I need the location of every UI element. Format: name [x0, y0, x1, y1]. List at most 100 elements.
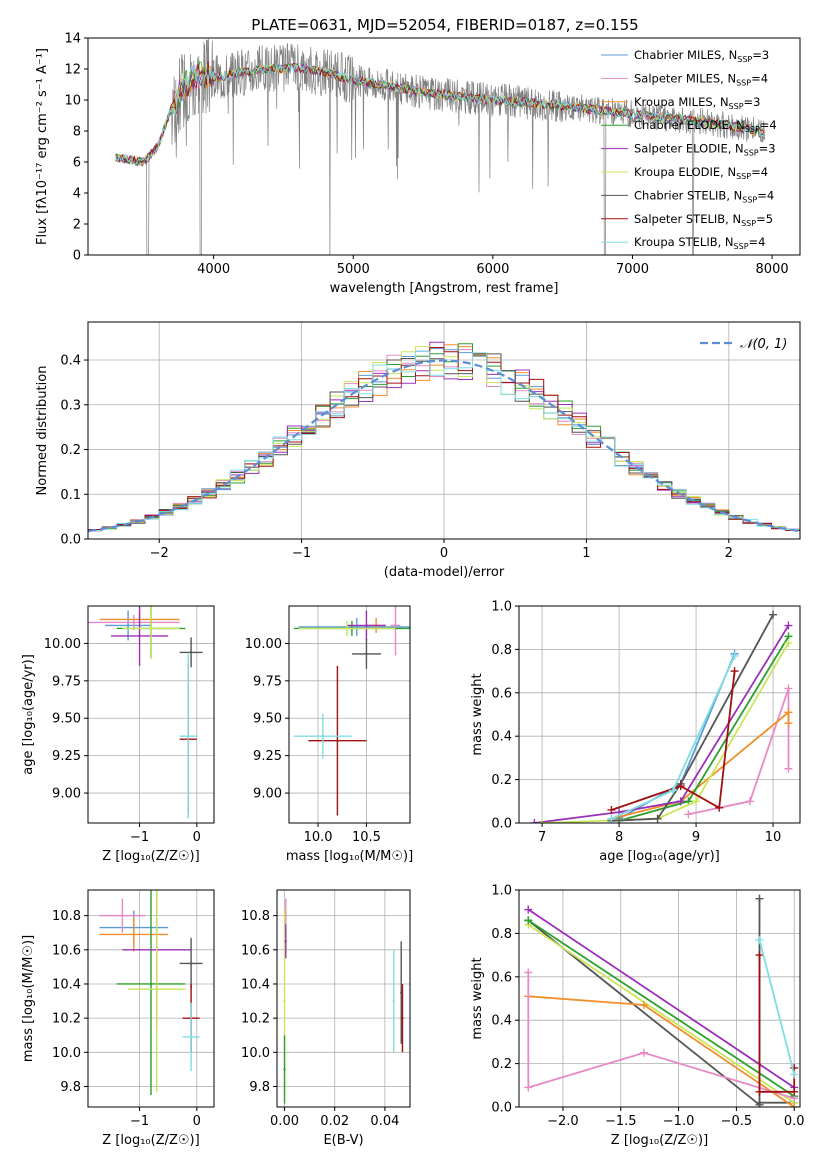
series-marker: [538, 819, 547, 823]
y-axis-label: Normed distribution: [35, 366, 50, 496]
data-point: [392, 999, 395, 1003]
age_vs_Z-frame: [87, 605, 215, 824]
mass_vs_Z-axes: −1 0 9.8 10.0 10.2 10.4 10.6 10.8 Z [log₁₀(Z/Z☉)…: [21, 890, 214, 1148]
series-line-salpeter_miles: [527, 972, 795, 1100]
series-marker: [607, 814, 616, 823]
legend-entry: Salpeter MILES, NSSP=4: [634, 71, 768, 87]
y-tick-label: 10.0: [52, 1046, 81, 1061]
x-tick-label: −1: [130, 1114, 149, 1129]
y-tick-label: 9.50: [52, 712, 81, 727]
series-marker: [790, 1070, 799, 1079]
data-point: [189, 1035, 193, 1039]
series-marker: [784, 708, 793, 717]
y-tick-label: 9.75: [253, 674, 282, 689]
legend-entry: Salpeter ELODIE, NSSP=3: [634, 142, 776, 158]
y-tick-label: 8: [73, 125, 81, 140]
series-line-chabrier_stelib: [611, 614, 774, 822]
y-tick-label: 10.6: [241, 943, 270, 958]
data-point: [394, 624, 397, 627]
x-axis-label: age [log₁₀(age/yr)]: [599, 849, 720, 864]
series-marker: [530, 819, 539, 823]
spectrum-model-line-kroupa_stelib: [115, 63, 765, 165]
series-marker: [755, 1087, 764, 1096]
series-marker: [755, 951, 764, 960]
spectrum-model-line-chabrier_stelib: [115, 63, 765, 167]
series-line-salpeter_stelib: [758, 955, 796, 1093]
y-tick-label: 9.25: [52, 749, 81, 764]
data-point: [138, 634, 141, 638]
y-tick-label: 10.6: [52, 943, 81, 958]
x-tick-label: 10.5: [352, 830, 381, 845]
x-tick-label: 7: [538, 830, 546, 845]
y-tick-label: 14: [64, 32, 81, 47]
x-axis-label: mass [log₁₀(M/M☉)]: [286, 849, 413, 864]
x-tick-label: 0.00: [270, 1114, 299, 1129]
y-tick-label: 9.00: [253, 787, 282, 802]
series-marker: [684, 810, 693, 819]
residuals-legend: 𝒩(0, 1): [700, 337, 787, 352]
series-marker: [784, 764, 793, 773]
legend-entry: Kroupa MILES, NSSP=3: [634, 95, 760, 111]
mass_vs_Z-frame: [87, 889, 215, 1108]
y-tick-label: 0.0: [60, 533, 81, 548]
y-tick-label: 9.25: [253, 749, 282, 764]
x-tick-label: −1: [130, 830, 149, 845]
data-point: [336, 739, 339, 742]
legend-entry: Chabrier STELIB, NSSP=4: [634, 188, 774, 204]
y-tick-label: 0.1: [60, 488, 81, 503]
x-tick-label: −0.5: [721, 1114, 753, 1129]
series-marker: [715, 803, 724, 812]
spectrum-frame: [87, 37, 801, 256]
weight_vs_Z-plot-area: [524, 894, 799, 1107]
x-tick-label: −1.5: [605, 1114, 637, 1129]
series-marker: [784, 719, 793, 728]
legend-entry: Kroupa ELODIE, NSSP=4: [634, 165, 768, 181]
y-tick-label: 0.8: [491, 643, 512, 658]
age_vs_Z-axes: −1 0 9.00 9.25 9.50 9.75 10.00 Z [log₁₀(Z/Z☉)] a…: [21, 606, 214, 864]
plot-layer: 4000 5000 6000 7000 800002468101214wavelengt…: [21, 32, 805, 1149]
data-point: [155, 987, 158, 991]
series-marker: [730, 667, 739, 676]
legend-entry: Chabrier MILES, NSSP=3: [634, 48, 769, 64]
residuals-plot-area: [88, 341, 800, 533]
weight_vs_Z-axes: −2.0 −1.5 −1.0 −0.5 0.0 0.0 0.2 0.4 0.6 0.8 1.0 Z […: [470, 884, 805, 1149]
series-marker: [755, 894, 764, 903]
y-tick-label: 0: [73, 249, 81, 264]
y-tick-label: 10: [64, 94, 81, 109]
y-tick-label: 0.0: [491, 817, 512, 832]
spectrum-axes: 4000 5000 6000 7000 8000 0 2 4 6 8 10 12 14 wavelengt…: [35, 32, 789, 297]
y-tick-label: 0.2: [491, 773, 512, 788]
x-tick-label: 0: [440, 546, 448, 561]
x-tick-label: 7000: [616, 262, 649, 277]
data-point: [283, 999, 286, 1003]
data-point: [187, 735, 190, 738]
y-axis-label: Flux [fλ10⁻¹⁷ erg cm⁻² s⁻¹ A⁻¹]: [35, 48, 50, 245]
y-tick-label: 2: [73, 218, 81, 233]
legend-entry: Salpeter STELIB, NSSP=5: [634, 212, 773, 228]
y-tick-label: 9.75: [52, 674, 81, 689]
series-line-kroupa_elodie: [527, 923, 795, 1104]
y-axis-label: age [log₁₀(age/yr)]: [21, 654, 36, 775]
series-marker: [730, 651, 739, 660]
x-tick-label: 10: [765, 830, 782, 845]
series-line-chabrier_elodie: [527, 919, 795, 1097]
data-point: [345, 627, 349, 630]
x-tick-label: 1: [582, 546, 590, 561]
y-tick-label: 9.8: [249, 1080, 270, 1095]
y-tick-label: 10.4: [241, 977, 270, 992]
y-tick-label: 10.2: [241, 1012, 270, 1027]
y-tick-label: 0.6: [491, 686, 512, 701]
x-tick-label: −2: [150, 546, 169, 561]
series-marker: [784, 621, 793, 630]
x-tick-label: 10.0: [304, 830, 333, 845]
data-point: [132, 621, 136, 624]
series-marker: [524, 968, 533, 977]
figure-title: PLATE=0631, MJD=52054, FIBERID=0187, z=0…: [251, 16, 638, 34]
series-line-kroupa_elodie: [542, 642, 790, 823]
y-tick-label: 4: [73, 187, 81, 202]
x-axis-label: Z [log₁₀(Z/Z☉)]: [611, 1133, 708, 1148]
x-axis-label: Z [log₁₀(Z/Z☉)]: [102, 849, 199, 864]
data-point: [401, 1016, 404, 1020]
series-marker: [676, 797, 685, 806]
